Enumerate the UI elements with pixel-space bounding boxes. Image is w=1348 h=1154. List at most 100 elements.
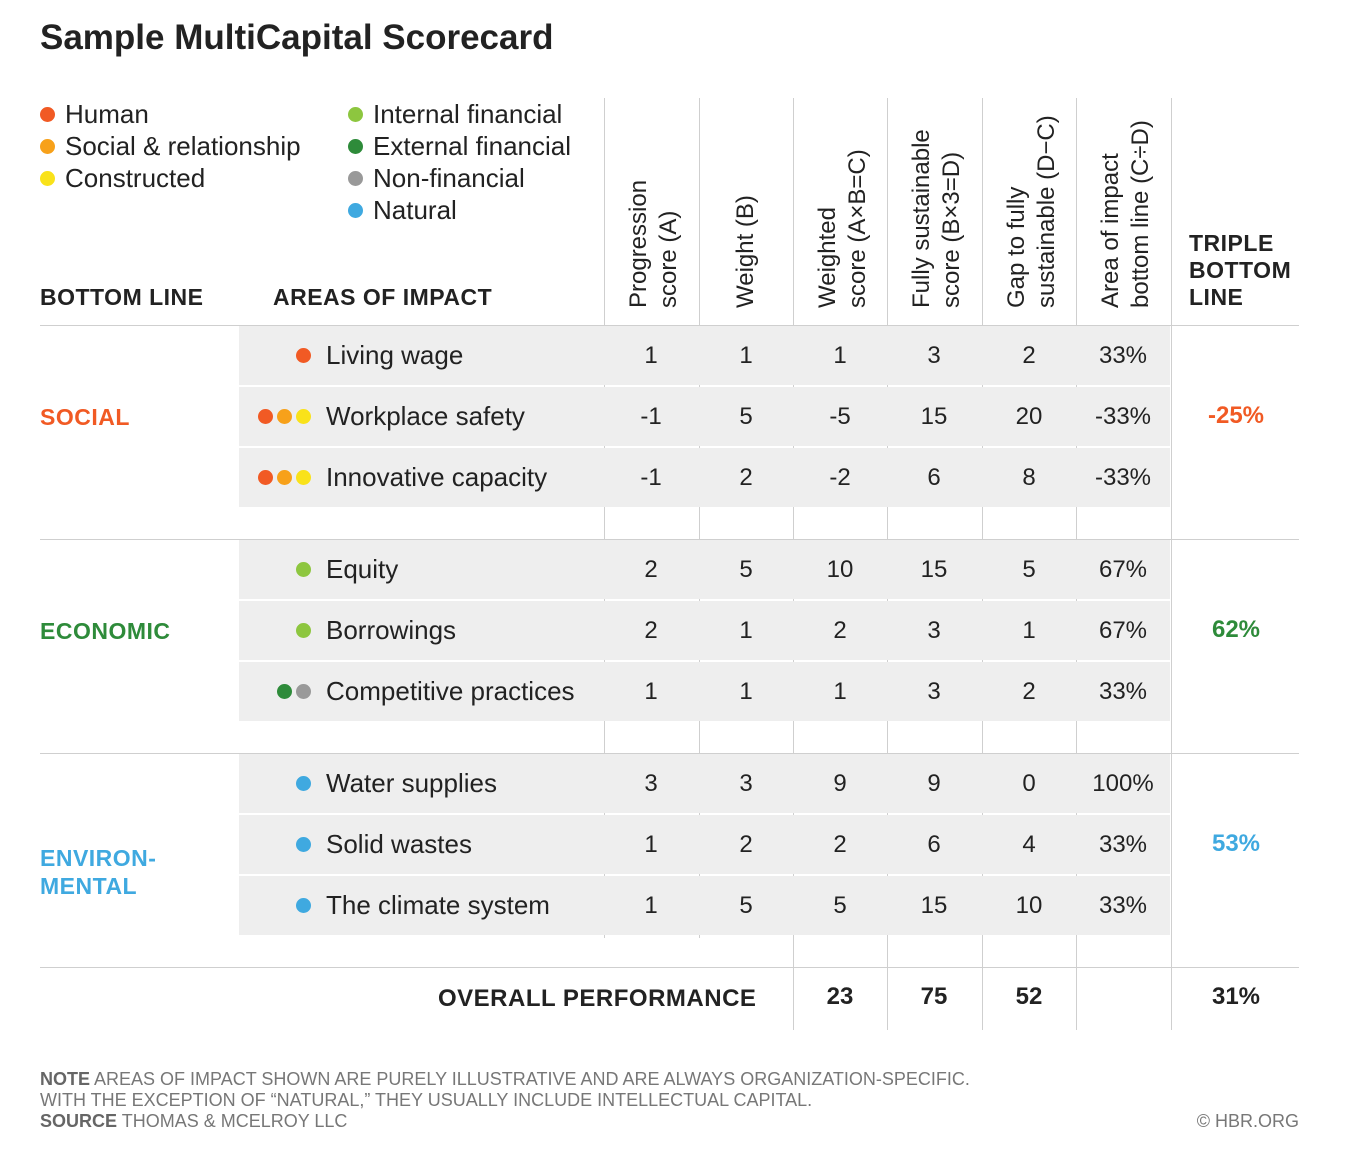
legend-item: Social & relationship [40, 130, 301, 162]
column-header: Weighted score (A×B=C) [793, 96, 887, 316]
area-label: Water supplies [326, 768, 497, 798]
dot-group [254, 448, 311, 507]
value-cell: 10 [1015, 892, 1043, 919]
value-cell: -1 [640, 403, 662, 430]
capital-dot-icon [296, 684, 311, 699]
legend-dot-icon [40, 107, 55, 122]
area-cell: Living wage [239, 326, 603, 385]
value-cell: 1 [644, 831, 658, 858]
overall-fully-sustainable-score: 75 [920, 983, 948, 1010]
row-background [239, 326, 1170, 385]
value-cell: 15 [920, 556, 948, 583]
dot-group [292, 326, 311, 385]
column-header-line: bottom line (C÷D) [1127, 120, 1154, 308]
area-label: Workplace safety [326, 401, 525, 431]
value-cell: -33% [1094, 403, 1152, 430]
value-cell: -5 [829, 403, 851, 430]
column-header-line: score (B×3=D) [938, 151, 965, 308]
column-header-line: Weighted [814, 207, 841, 308]
note-text-2: WITH THE EXCEPTION OF “NATURAL,” THEY US… [40, 1090, 813, 1110]
dot-group [292, 540, 311, 599]
bottom-line-label-line2: MENTAL [40, 873, 138, 899]
value-cell: 3 [927, 617, 941, 644]
triple-header-line2: BOTTOM [1189, 257, 1292, 283]
triple-header-line1: TRIPLE [1189, 230, 1274, 256]
value-cell: 33% [1098, 892, 1148, 919]
area-cell: The climate system [239, 876, 603, 935]
column-divider [982, 98, 983, 938]
column-header: Area of impact bottom line (C÷D) [1076, 96, 1170, 316]
legend-label: Natural [373, 195, 457, 225]
value-cell: 33% [1098, 831, 1148, 858]
column-divider [1076, 98, 1077, 938]
value-cell: 9 [927, 770, 941, 797]
divider [40, 753, 1299, 754]
column-divider [1076, 938, 1077, 1030]
column-header-line: sustainable (D−C) [1033, 115, 1060, 308]
dot-group [292, 876, 311, 935]
value-cell: 9 [833, 770, 847, 797]
legend-dot-icon [348, 107, 363, 122]
triple-header-line3: LINE [1189, 284, 1244, 310]
column-divider [793, 98, 794, 938]
legend-dot-icon [40, 171, 55, 186]
value-cell: 2 [833, 617, 847, 644]
area-cell: Water supplies [239, 754, 603, 813]
triple-bottom-line-header: TRIPLE BOTTOM LINE [1189, 230, 1291, 311]
area-label: Borrowings [326, 615, 457, 645]
dot-group [254, 387, 311, 446]
area-cell: Innovative capacity [239, 448, 603, 507]
capital-dot-icon [296, 562, 311, 577]
legend-right: Internal financial External financial Non-… [348, 98, 571, 226]
area-label: Solid wastes [326, 829, 472, 859]
legend-dot-icon [40, 139, 55, 154]
value-cell: 2 [739, 831, 753, 858]
column-header-line: score (A) [655, 210, 682, 308]
value-cell: 2 [1022, 678, 1036, 705]
legend-item: Internal financial [348, 98, 571, 130]
column-header-line: Weight (B) [732, 195, 759, 308]
value-cell: -2 [829, 464, 851, 491]
area-label: Innovative capacity [326, 462, 548, 492]
value-cell: 100% [1092, 770, 1154, 797]
row-background [239, 601, 1170, 660]
legend-dot-icon [348, 139, 363, 154]
overall-gap: 52 [1015, 983, 1043, 1010]
legend-item: Non-financial [348, 162, 571, 194]
area-cell: Solid wastes [239, 815, 603, 874]
column-header-line: Progression [625, 179, 652, 308]
page-title: Sample MultiCapital Scorecard [40, 18, 554, 57]
note-label: NOTE [40, 1069, 91, 1089]
value-cell: 4 [1022, 831, 1036, 858]
capital-dot-icon [296, 348, 311, 363]
bottom-line-label: SOCIAL [40, 403, 130, 431]
legend-item: External financial [348, 130, 571, 162]
dot-group [292, 601, 311, 660]
column-header-line: Area of impact [1097, 153, 1124, 308]
legend-label: Human [65, 99, 149, 129]
column-divider [1171, 98, 1172, 938]
bottom-line-label: ENVIRON- MENTAL [40, 844, 156, 900]
divider [40, 967, 1299, 968]
legend-item: Human [40, 98, 301, 130]
overall-triple-bottom-line: 31% [1211, 983, 1261, 1010]
column-divider [793, 938, 794, 1030]
area-cell: Workplace safety [239, 387, 603, 446]
footnote: NOTE AREAS OF IMPACT SHOWN ARE PURELY IL… [40, 1069, 970, 1132]
capital-dot-icon [277, 409, 292, 424]
capital-dot-icon [296, 470, 311, 485]
credit: © HBR.ORG [1196, 1111, 1299, 1131]
value-cell: -1 [640, 464, 662, 491]
value-cell: 1 [833, 342, 847, 369]
capital-dot-icon [296, 837, 311, 852]
area-cell: Competitive practices [239, 662, 603, 721]
bottom-line-header: BOTTOM LINE [40, 284, 204, 310]
row-background [239, 815, 1170, 874]
column-header: Progression score (A) [604, 96, 698, 316]
row-background [239, 662, 1170, 721]
value-cell: 6 [927, 464, 941, 491]
dot-group [273, 662, 311, 721]
triple-bottom-line-value: -25% [1207, 402, 1265, 429]
column-header-line: Fully sustainable [908, 129, 935, 308]
legend-label: Constructed [65, 163, 206, 193]
